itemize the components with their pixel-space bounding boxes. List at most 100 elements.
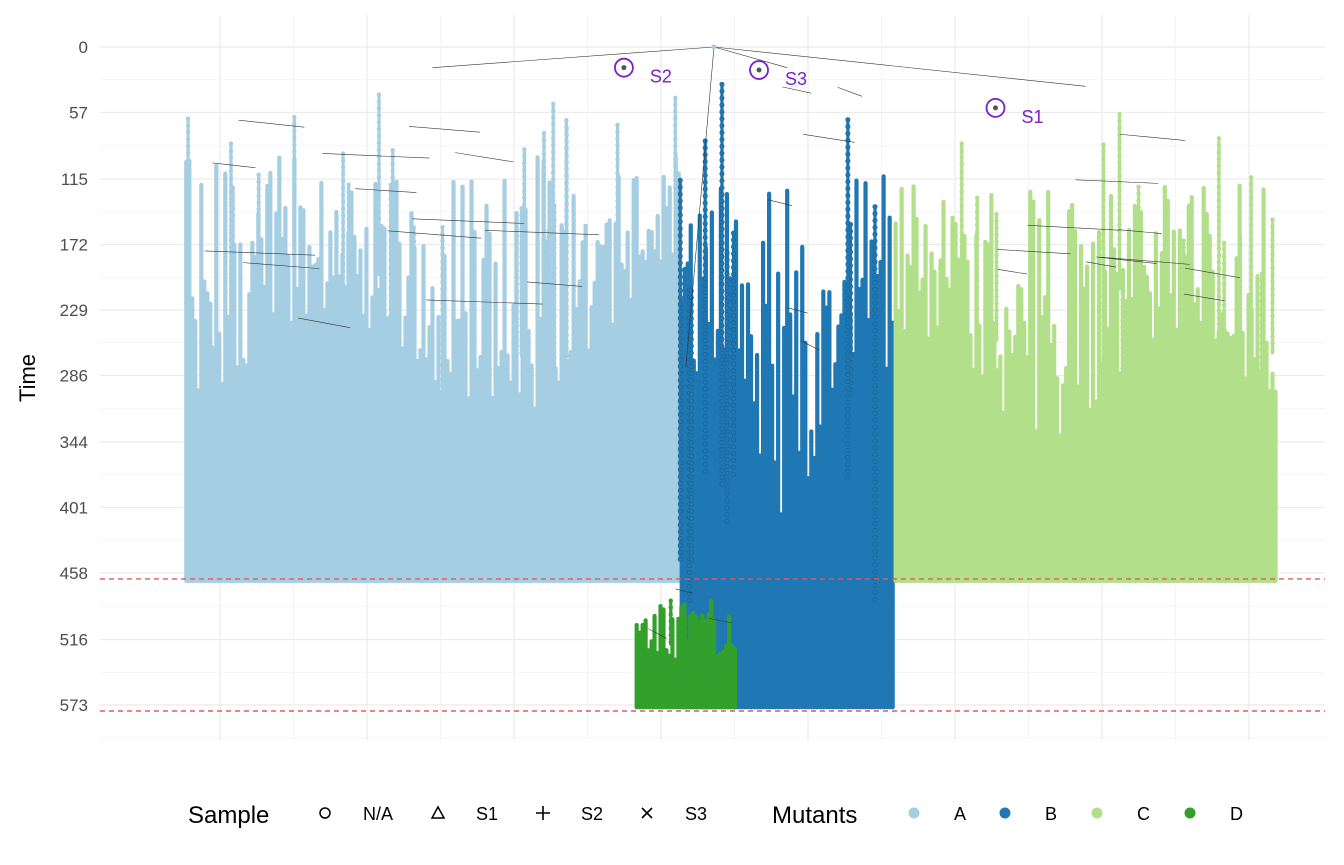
node xyxy=(1259,492,1265,497)
edge xyxy=(1075,179,1159,184)
node xyxy=(390,306,395,311)
node xyxy=(668,598,673,603)
node xyxy=(994,211,999,217)
edge xyxy=(1100,256,1190,265)
node xyxy=(552,203,557,208)
node xyxy=(1163,270,1168,275)
node xyxy=(552,320,557,326)
node xyxy=(519,323,524,328)
node xyxy=(552,417,557,422)
node xyxy=(1216,315,1222,320)
node xyxy=(541,268,547,274)
node xyxy=(440,472,445,478)
node xyxy=(541,206,547,212)
node xyxy=(1259,416,1265,421)
node xyxy=(411,273,417,278)
node xyxy=(702,469,708,475)
node xyxy=(1181,389,1186,395)
node xyxy=(719,199,725,205)
node xyxy=(959,334,964,339)
node xyxy=(724,395,730,401)
node xyxy=(376,140,382,146)
node xyxy=(1248,285,1254,290)
node xyxy=(551,149,556,155)
node xyxy=(673,116,678,121)
edge xyxy=(408,126,481,133)
y-tick-label: 573 xyxy=(60,696,88,715)
node xyxy=(731,457,737,463)
node xyxy=(1120,304,1125,310)
node xyxy=(731,265,737,271)
node xyxy=(256,296,261,302)
node xyxy=(1101,183,1106,189)
node xyxy=(1136,453,1141,458)
node xyxy=(373,465,378,470)
node xyxy=(1117,194,1122,200)
node xyxy=(677,350,683,356)
node xyxy=(731,340,737,346)
node xyxy=(1136,418,1141,424)
node xyxy=(719,254,725,260)
mutant-series-B xyxy=(677,81,895,710)
reference-lines xyxy=(100,578,1325,712)
node xyxy=(677,343,683,349)
node xyxy=(551,163,556,169)
node xyxy=(373,341,378,346)
node xyxy=(340,165,346,170)
node xyxy=(564,132,569,138)
node xyxy=(872,514,878,520)
node xyxy=(519,275,524,280)
node xyxy=(845,158,851,164)
node xyxy=(678,624,683,629)
node xyxy=(615,384,620,389)
node xyxy=(1181,327,1186,333)
node xyxy=(1117,167,1122,172)
node xyxy=(564,291,569,296)
node xyxy=(373,540,378,546)
node xyxy=(1248,381,1254,387)
node xyxy=(1248,319,1254,325)
node xyxy=(373,520,378,525)
node xyxy=(688,550,694,556)
node xyxy=(668,619,673,624)
node xyxy=(440,383,445,388)
node xyxy=(373,389,378,394)
node xyxy=(1248,409,1254,414)
node xyxy=(346,279,351,284)
node xyxy=(390,175,395,181)
node xyxy=(706,639,711,645)
node xyxy=(440,452,445,457)
node xyxy=(1221,344,1227,349)
node xyxy=(1136,391,1141,396)
node xyxy=(230,220,236,225)
node xyxy=(346,382,351,387)
node xyxy=(615,281,620,286)
node xyxy=(541,248,547,253)
node xyxy=(522,167,527,173)
node xyxy=(346,251,351,256)
node xyxy=(411,232,417,237)
node xyxy=(340,337,346,342)
node xyxy=(411,225,417,230)
node xyxy=(541,254,547,260)
node xyxy=(1259,285,1265,290)
node xyxy=(551,108,556,113)
node xyxy=(522,305,527,311)
node xyxy=(872,211,878,217)
node xyxy=(683,677,688,683)
node xyxy=(376,120,382,125)
node xyxy=(522,367,527,373)
node xyxy=(541,199,547,205)
node xyxy=(373,437,378,443)
node xyxy=(376,106,382,111)
node xyxy=(678,672,683,677)
node xyxy=(845,193,851,199)
node xyxy=(615,136,620,141)
node xyxy=(702,214,708,220)
node xyxy=(994,287,999,293)
node xyxy=(845,372,851,378)
node xyxy=(974,422,980,428)
node xyxy=(872,286,878,292)
node xyxy=(1136,425,1141,431)
node xyxy=(702,400,708,406)
